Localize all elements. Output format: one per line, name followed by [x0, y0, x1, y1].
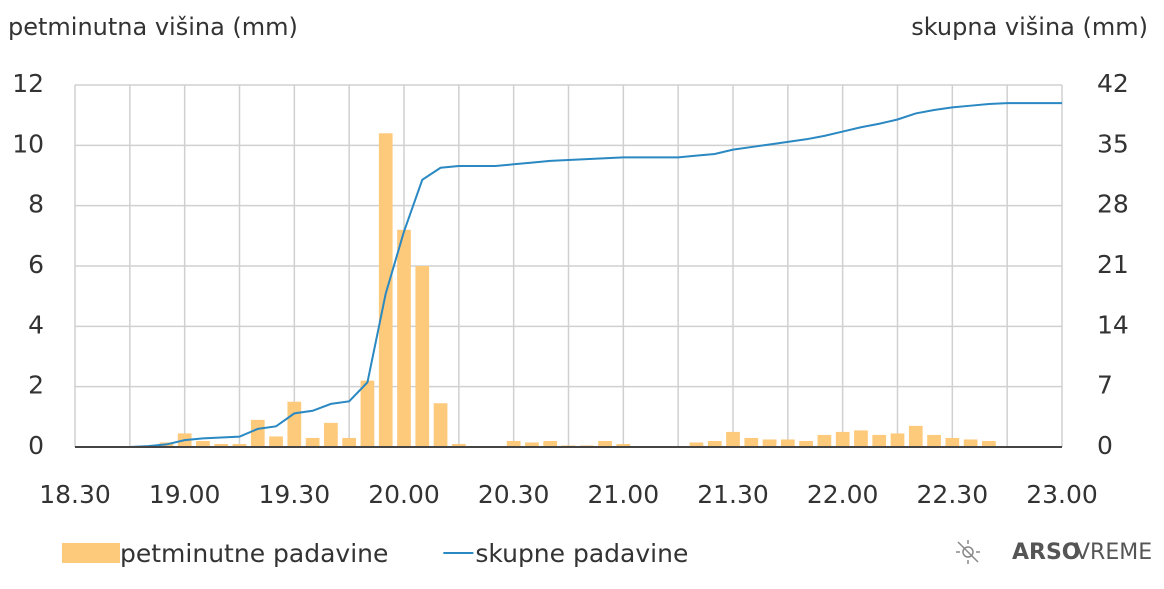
bar — [525, 442, 539, 447]
bar — [287, 401, 302, 447]
x-tick-label: 22.30 — [917, 480, 989, 509]
bar — [269, 436, 283, 447]
bar — [232, 443, 247, 447]
x-tick-label: 20.30 — [478, 480, 550, 509]
bar — [726, 431, 740, 447]
bar — [908, 425, 923, 447]
bar — [963, 439, 978, 447]
bar — [250, 419, 265, 447]
x-tick-label: 19.00 — [149, 480, 221, 509]
bar — [397, 229, 411, 447]
x-tick-label: 19.30 — [259, 480, 331, 509]
x-tick-label: 23.00 — [1026, 480, 1098, 509]
bar — [196, 440, 210, 447]
bar — [854, 430, 868, 447]
x-tick-label: 22.00 — [807, 480, 879, 509]
bar — [598, 440, 612, 447]
bar — [451, 443, 466, 447]
brand-bold: ARSO — [1012, 540, 1081, 565]
y2-tick-label: 42 — [1097, 69, 1129, 98]
x-tick-label: 21.00 — [588, 480, 660, 509]
x-tick-label: 21.30 — [697, 480, 769, 509]
legend-swatch — [62, 543, 120, 563]
y-tick-label: 12 — [12, 69, 44, 98]
y-tick-label: 2 — [28, 371, 44, 400]
bar — [927, 434, 941, 447]
bar — [506, 440, 521, 447]
bar — [835, 431, 850, 447]
bar — [543, 440, 558, 447]
y2-tick-label: 7 — [1097, 371, 1113, 400]
bar — [324, 422, 338, 447]
bar — [780, 439, 795, 447]
bar — [342, 437, 357, 447]
y2-tick-label: 14 — [1097, 310, 1129, 339]
bar — [415, 266, 430, 447]
y2-tick-label: 0 — [1097, 431, 1113, 460]
x-tick-label: 18.30 — [39, 480, 111, 509]
bar — [744, 437, 759, 447]
bar — [214, 443, 229, 447]
bar — [890, 433, 905, 447]
y-axis-title: petminutna višina (mm) — [8, 13, 298, 41]
y2-tick-label: 28 — [1097, 190, 1129, 219]
bar — [945, 437, 960, 447]
brand-icon — [956, 540, 980, 564]
bar — [872, 434, 887, 447]
bar — [799, 440, 813, 447]
x-tick-label: 20.00 — [368, 480, 440, 509]
bar — [982, 440, 996, 447]
y-tick-label: 4 — [28, 310, 44, 339]
y2-axis-title: skupna višina (mm) — [911, 13, 1148, 41]
bar — [616, 443, 631, 447]
bar — [305, 437, 320, 447]
legend-label: petminutne padavine — [120, 539, 388, 568]
bar — [433, 403, 448, 447]
bar — [689, 442, 704, 447]
y2-tick-label: 21 — [1097, 250, 1129, 279]
y-tick-label: 8 — [28, 190, 44, 219]
bar — [817, 434, 832, 447]
line — [75, 102, 1062, 448]
y-tick-label: 10 — [12, 129, 44, 158]
y2-tick-label: 35 — [1097, 129, 1129, 158]
brand-regular: VREME — [1075, 540, 1152, 565]
y-tick-label: 0 — [28, 431, 44, 460]
legend-label: skupne padavine — [475, 539, 688, 568]
bar — [360, 380, 375, 447]
y-tick-label: 6 — [28, 250, 44, 279]
bar — [707, 440, 722, 447]
bar — [762, 439, 777, 447]
